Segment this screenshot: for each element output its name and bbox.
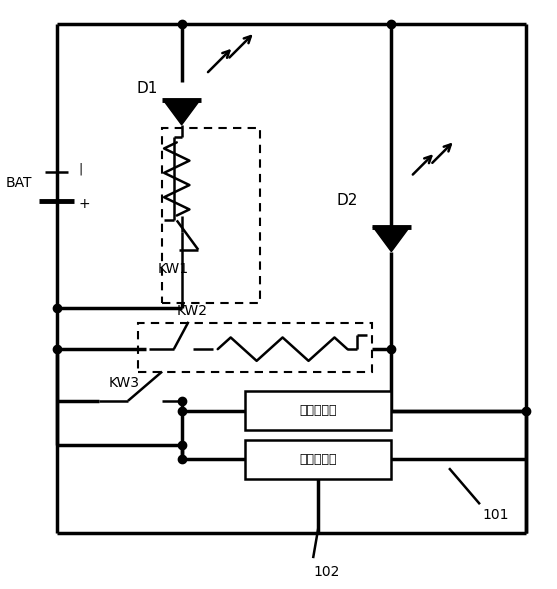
Text: 101: 101 xyxy=(482,508,509,522)
Text: +: + xyxy=(78,197,90,211)
Text: D2: D2 xyxy=(337,193,358,209)
Polygon shape xyxy=(163,100,200,125)
Text: 102: 102 xyxy=(313,565,340,579)
Text: KW3: KW3 xyxy=(109,376,139,391)
Text: KW2: KW2 xyxy=(177,304,208,318)
Text: D1: D1 xyxy=(137,81,158,96)
Text: KW1: KW1 xyxy=(157,262,188,276)
Bar xyxy=(162,128,260,303)
Text: |: | xyxy=(78,162,82,175)
Polygon shape xyxy=(373,227,409,252)
Bar xyxy=(138,323,372,372)
Text: BAT: BAT xyxy=(6,176,32,190)
Text: 第一摄像头: 第一摄像头 xyxy=(300,404,337,417)
Bar xyxy=(245,391,392,430)
Bar xyxy=(245,440,392,479)
Text: 第二摄像头: 第二摄像头 xyxy=(300,453,337,466)
